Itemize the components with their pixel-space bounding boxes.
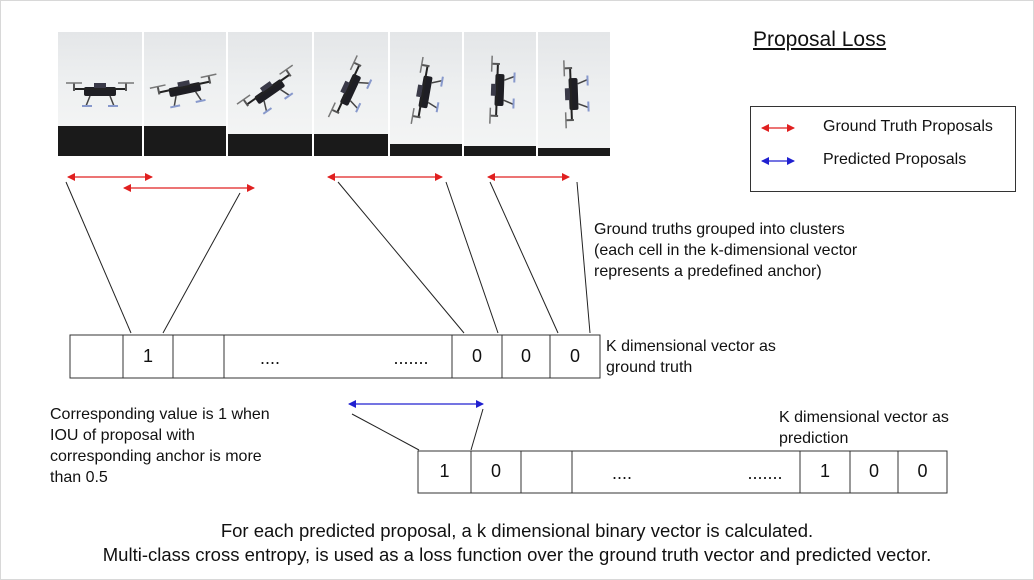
gt-vector-label-line1: K dimensional vector as [606, 338, 776, 355]
drone-icon [327, 55, 373, 118]
drone-frame-3 [228, 32, 312, 156]
drone-icon [410, 56, 444, 125]
pred-cell-ellipsis-short: .... [611, 463, 632, 483]
legend-gt-label: Ground Truth Proposals [823, 118, 993, 135]
drone-frame-1 [58, 32, 142, 156]
gt-vector-label-line2: ground truth [606, 359, 693, 376]
drone-icon [149, 73, 217, 109]
pred-cell-1: 0 [490, 461, 501, 481]
gt-cell-ellipsis-long: ....... [393, 348, 429, 368]
drone-frame-5 [390, 32, 462, 156]
ground-truth-proposal-arrows [67, 173, 570, 192]
drone-frame-2 [144, 32, 226, 156]
pred-cell-0: 1 [439, 461, 450, 481]
gt-cell-5: 0 [471, 346, 482, 366]
pred-cell-7: 0 [917, 461, 928, 481]
pred-connector-lines [351, 408, 484, 451]
cluster-note-line2: (each cell in the k-dimensional vector [594, 242, 858, 259]
drone-icon [489, 55, 516, 124]
footer-line2: Multi-class cross entropy, is used as a … [102, 544, 932, 565]
cluster-note-line3: represents a predefined anchor) [594, 263, 822, 280]
drone-frame-7 [538, 32, 610, 156]
drone-icon [563, 60, 590, 129]
pred-vector-label-line1: K dimensional vector as [779, 409, 949, 426]
pred-vector-label-line2: prediction [779, 430, 849, 447]
cluster-note-line1: Ground truths grouped into clusters [594, 221, 845, 238]
footer-line1: For each predicted proposal, a k dimensi… [220, 520, 814, 541]
iou-note-line4: than 0.5 [50, 469, 108, 486]
gt-vector [69, 334, 601, 379]
diagram-title: Proposal Loss [753, 28, 887, 51]
legend-pred-label: Predicted Proposals [823, 151, 967, 168]
gt-cell-6: 0 [520, 346, 531, 366]
drone-icon [66, 82, 134, 107]
gt-connector-lines [65, 181, 591, 334]
gt-cell-7: 0 [569, 346, 580, 366]
pred-vector [417, 450, 948, 494]
drone-icon [236, 64, 294, 115]
iou-note-line3: corresponding anchor is more [50, 448, 262, 465]
pred-cell-6: 0 [868, 461, 879, 481]
gt-cell-ellipsis-short: .... [259, 348, 280, 368]
drone-frame-4 [314, 32, 388, 156]
gt-cell-1: 1 [142, 346, 153, 366]
drone-frame-6 [464, 32, 536, 156]
pred-cell-ellipsis-long: ....... [747, 463, 783, 483]
iou-note-line1: Corresponding value is 1 when [50, 406, 270, 423]
pred-cell-5: 1 [819, 461, 830, 481]
iou-note-line2: IOU of proposal with [50, 427, 195, 444]
legend-box: Ground Truth Proposals Predicted Proposa… [750, 106, 1016, 192]
